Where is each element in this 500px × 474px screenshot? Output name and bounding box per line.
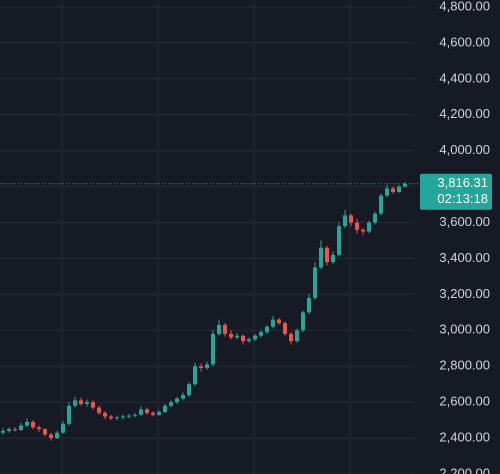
candle-body: [43, 429, 47, 435]
candle-body: [193, 366, 197, 385]
y-tick-label: 3,600.00: [439, 214, 490, 229]
candle-body: [337, 226, 341, 255]
y-tick-label: 2,800.00: [439, 358, 490, 373]
candle-body: [385, 188, 389, 196]
candle-body: [169, 402, 173, 406]
candle-body: [37, 427, 41, 430]
candle-body: [259, 332, 263, 336]
y-tick-label: 3,200.00: [439, 286, 490, 301]
candle-body: [121, 416, 125, 418]
candle-body: [241, 335, 245, 342]
candle-body: [7, 429, 11, 431]
candle-body: [331, 254, 335, 263]
candle-body: [109, 416, 113, 419]
candle-body: [325, 247, 329, 263]
last-price-label: 3,816.31: [437, 175, 488, 190]
candle-body: [49, 434, 53, 439]
candle-body: [205, 364, 209, 369]
candle-body: [301, 312, 305, 331]
candle-body: [379, 195, 383, 214]
candle-body: [1, 430, 5, 433]
candle-body: [283, 323, 287, 334]
candle-body: [247, 339, 251, 342]
candle-body: [25, 421, 29, 426]
candle-body: [235, 335, 239, 338]
candle-body: [139, 409, 143, 415]
candle-body: [73, 400, 77, 406]
candle-body: [97, 407, 101, 413]
candle-body: [403, 183, 407, 187]
candle-body: [61, 423, 65, 433]
y-tick-label: 4,600.00: [439, 34, 490, 49]
candle-body: [307, 297, 311, 313]
candle-body: [349, 215, 353, 223]
candle-body: [19, 425, 23, 430]
candle-body: [199, 366, 203, 369]
candle-body: [265, 326, 269, 333]
candle-body: [133, 414, 137, 416]
candle-body: [163, 405, 167, 413]
candle-body: [217, 324, 221, 334]
candle-body: [181, 394, 185, 399]
candle-body: [295, 330, 299, 342]
candle-body: [79, 400, 83, 404]
candle-body: [31, 421, 35, 428]
candle-body: [397, 186, 401, 193]
candle-body: [289, 333, 293, 342]
candle-body: [355, 222, 359, 230]
candle-body: [319, 247, 323, 268]
y-tick-label: 4,200.00: [439, 106, 490, 121]
candle-body: [229, 333, 233, 338]
y-tick-label: 2,400.00: [439, 430, 490, 445]
candle-body: [361, 229, 365, 232]
candle-body: [253, 335, 257, 340]
candle-body: [343, 215, 347, 227]
candle-body: [145, 409, 149, 413]
candle-body: [91, 402, 95, 408]
candle-body: [175, 398, 179, 403]
y-tick-label: 4,000.00: [439, 142, 490, 157]
candle-body: [211, 333, 215, 365]
y-tick-label: 4,800.00: [439, 0, 490, 13]
candle-body: [391, 188, 395, 193]
candle-body: [373, 213, 377, 223]
y-tick-label: 2,200.00: [439, 465, 490, 474]
candle-body: [85, 402, 89, 404]
candle-body: [115, 417, 119, 419]
candle-body: [277, 319, 281, 324]
candle-body: [157, 412, 161, 415]
y-tick-label: 3,000.00: [439, 322, 490, 337]
candle-body: [271, 319, 275, 327]
candle-body: [67, 405, 71, 424]
y-tick-label: 3,400.00: [439, 250, 490, 265]
candle-body: [223, 324, 227, 334]
last-price-box: [420, 173, 492, 210]
candle-body: [187, 384, 191, 395]
candle-body: [367, 222, 371, 232]
candle-body: [127, 415, 131, 417]
candle-body: [55, 432, 59, 439]
countdown-label: 02:13:18: [437, 191, 488, 206]
candle-body: [103, 412, 107, 417]
candle-body: [313, 267, 317, 298]
y-tick-label: 4,400.00: [439, 70, 490, 85]
y-tick-label: 2,600.00: [439, 394, 490, 409]
candle-body: [151, 412, 155, 415]
candle-body: [13, 429, 17, 431]
